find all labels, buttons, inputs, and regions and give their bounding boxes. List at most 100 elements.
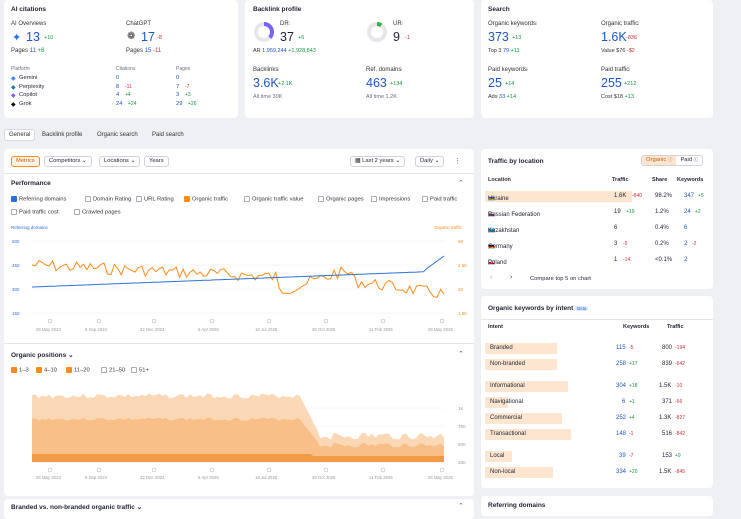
metric-checkbox[interactable]: Organic traffic value bbox=[244, 196, 303, 203]
location-keywords[interactable]: 2 bbox=[684, 241, 688, 247]
paid-keywords-value[interactable]: 25 bbox=[488, 76, 502, 90]
chevron-up-icon[interactable]: ⌃ bbox=[458, 503, 464, 510]
ai-overviews-value[interactable]: 13 bbox=[26, 30, 40, 44]
metric-checkbox[interactable]: Impressions bbox=[371, 196, 410, 203]
metric-checkbox[interactable]: URL Rating bbox=[136, 196, 174, 203]
ref-domains-value[interactable]: 463 bbox=[366, 76, 387, 90]
chevron-up-icon[interactable]: ⌃ bbox=[458, 351, 464, 358]
intent-row[interactable]: Transactional 148 -1 516 -842 bbox=[481, 428, 713, 441]
platform-pages[interactable]: 29 bbox=[176, 100, 183, 107]
intent-row[interactable]: Non-local 334 +20 1.5K -845 bbox=[481, 466, 713, 479]
metric-checkbox[interactable]: Domain Rating bbox=[85, 196, 131, 203]
platform-citations[interactable]: 0 bbox=[116, 75, 120, 81]
location-keywords[interactable]: 24 bbox=[684, 209, 691, 215]
position-checkbox[interactable]: 51+ bbox=[131, 367, 149, 374]
location-row[interactable]: Kazakhstan 6 0.4% 6 bbox=[481, 222, 713, 235]
intent-row[interactable]: Local 39 -7 153 +9 bbox=[481, 450, 713, 463]
metric-checkbox[interactable]: Referring domains bbox=[11, 196, 66, 203]
platform-citations[interactable]: 24 bbox=[116, 100, 123, 107]
years-button[interactable]: Years bbox=[144, 156, 169, 167]
position-checkbox[interactable]: 1–3 bbox=[11, 367, 29, 374]
platform-pages[interactable]: 0 bbox=[176, 75, 180, 81]
info-icon: ⓘ bbox=[667, 157, 673, 162]
locations-dropdown[interactable]: Locations ⌄ bbox=[99, 156, 141, 167]
period-dropdown[interactable]: ▦ Last 2 years ⌄ bbox=[350, 156, 406, 167]
tab-paid-search[interactable]: Paid search bbox=[152, 132, 184, 138]
platform-pages[interactable]: 3 bbox=[176, 92, 180, 98]
platform-citations[interactable]: 8 bbox=[116, 83, 120, 90]
organic-keywords-value[interactable]: 373 bbox=[488, 30, 509, 44]
x-tick-label: 30 Oct 2025 bbox=[312, 475, 336, 480]
ads-value[interactable]: 33 bbox=[499, 94, 506, 100]
organic-positions-title[interactable]: Organic positions ⌄ bbox=[11, 351, 74, 359]
location-row[interactable]: Russian Federation 19 +19 1.2% 24 +2 bbox=[481, 206, 713, 219]
intent-row[interactable]: Branded 115 -5 800 -194 bbox=[481, 342, 713, 355]
tab-organic-search[interactable]: Organic search bbox=[97, 132, 138, 138]
chevron-right-icon[interactable]: › bbox=[510, 274, 513, 281]
referring-domains-series bbox=[31, 255, 445, 288]
position-checkbox[interactable]: 11–20 bbox=[66, 367, 90, 374]
intent-traffic-delta: -194 bbox=[675, 345, 686, 351]
metrics-button[interactable]: Metrics bbox=[11, 156, 40, 167]
platform-icon: ◆ bbox=[11, 101, 16, 108]
intent-keywords[interactable]: 148 bbox=[616, 431, 627, 437]
intent-row[interactable]: Navigational 6 +1 371 -66 bbox=[481, 396, 713, 409]
metric-checkbox[interactable]: Paid traffic bbox=[422, 196, 457, 203]
metric-checkbox[interactable]: Organic traffic bbox=[184, 196, 228, 203]
platform-name: Perplexity bbox=[19, 83, 45, 90]
locations-label: Locations bbox=[104, 158, 129, 164]
position-checkbox-label: 1–3 bbox=[19, 367, 29, 374]
platform-citations[interactable]: 4 bbox=[116, 92, 120, 98]
tab-general[interactable]: General bbox=[4, 129, 36, 141]
intent-traffic: 800 bbox=[662, 345, 673, 351]
position-checkbox[interactable]: 21–50 bbox=[101, 367, 125, 374]
chevron-left-icon[interactable]: ‹ bbox=[490, 274, 493, 281]
intent-keywords[interactable]: 334 bbox=[616, 469, 627, 475]
annotation-marker bbox=[47, 467, 53, 473]
position-checkbox[interactable]: 4–10 bbox=[36, 367, 57, 374]
intent-keywords[interactable]: 304 bbox=[616, 383, 627, 389]
intent-keywords[interactable]: 39 bbox=[619, 453, 626, 459]
platform-pages[interactable]: 7 bbox=[176, 83, 180, 90]
metric-checkbox[interactable]: Crawled pages bbox=[74, 209, 121, 216]
chevron-up-icon[interactable]: ⌃ bbox=[458, 180, 464, 187]
location-keywords[interactable]: 347 bbox=[684, 193, 695, 199]
more-menu-icon[interactable]: ⋮ bbox=[454, 158, 461, 165]
metric-checkbox[interactable]: Paid traffic cost bbox=[11, 209, 59, 216]
intent-keywords[interactable]: 258 bbox=[616, 361, 627, 367]
competitors-dropdown[interactable]: Competitors ⌄ bbox=[44, 156, 92, 167]
location-keywords[interactable]: 2 bbox=[684, 257, 688, 263]
intent-keywords[interactable]: 252 bbox=[616, 415, 627, 421]
x-tick-label: 11 Feb 2026 bbox=[369, 327, 393, 332]
location-keywords[interactable]: 6 bbox=[684, 225, 688, 231]
tab-backlink-profile[interactable]: Backlink profile bbox=[42, 132, 83, 138]
location-row[interactable]: Poland 1 -14 <0.1% 2 bbox=[481, 254, 713, 267]
intent-keywords-delta: -7 bbox=[629, 453, 634, 459]
top3-value[interactable]: 79 bbox=[503, 48, 510, 54]
intent-keywords[interactable]: 6 bbox=[622, 399, 626, 405]
dr-value: 37 bbox=[280, 30, 294, 44]
metric-checkbox[interactable]: Organic pages bbox=[318, 196, 364, 203]
chatgpt-pages[interactable]: 15 bbox=[144, 48, 152, 54]
location-row[interactable]: Germany 3 -5 0.2% 2 -2 bbox=[481, 238, 713, 251]
left-tick-label: 300 bbox=[12, 287, 20, 292]
ar-value[interactable]: 1,959,244 bbox=[262, 48, 287, 54]
intent-row[interactable]: Commercial 252 +4 1.3K -827 bbox=[481, 412, 713, 425]
ar-delta: +1,928,843 bbox=[288, 48, 316, 54]
interval-dropdown[interactable]: Daily ⌄ bbox=[415, 156, 445, 167]
paid-traffic-value[interactable]: 255 bbox=[601, 76, 622, 90]
chatgpt-value[interactable]: 17 bbox=[141, 30, 155, 44]
backlinks-label: Backlinks bbox=[253, 67, 279, 73]
location-row[interactable]: Ukraine 1.6K -840 98.2% 347 +5 bbox=[481, 190, 713, 203]
branded-title[interactable]: Branded vs. non-branded organic traffic … bbox=[11, 503, 142, 511]
compare-top5-link[interactable]: Compare top 5 on chart bbox=[530, 276, 591, 282]
intent-row[interactable]: Non-branded 258 +17 839 -642 bbox=[481, 358, 713, 371]
intent-row[interactable]: Informational 304 +18 1.5K -10 bbox=[481, 380, 713, 393]
organic-toggle[interactable]: Organic ⓘ bbox=[642, 156, 677, 165]
intent-keywords[interactable]: 115 bbox=[616, 345, 626, 351]
organic-traffic-value[interactable]: 1.6K bbox=[601, 30, 627, 44]
paid-toggle[interactable]: Paid ⓘ bbox=[676, 156, 702, 165]
ai-overviews-pages[interactable]: 11 bbox=[29, 48, 36, 54]
intent-traffic: 1.5K bbox=[659, 469, 672, 475]
backlinks-value[interactable]: 3.6K bbox=[253, 76, 279, 90]
